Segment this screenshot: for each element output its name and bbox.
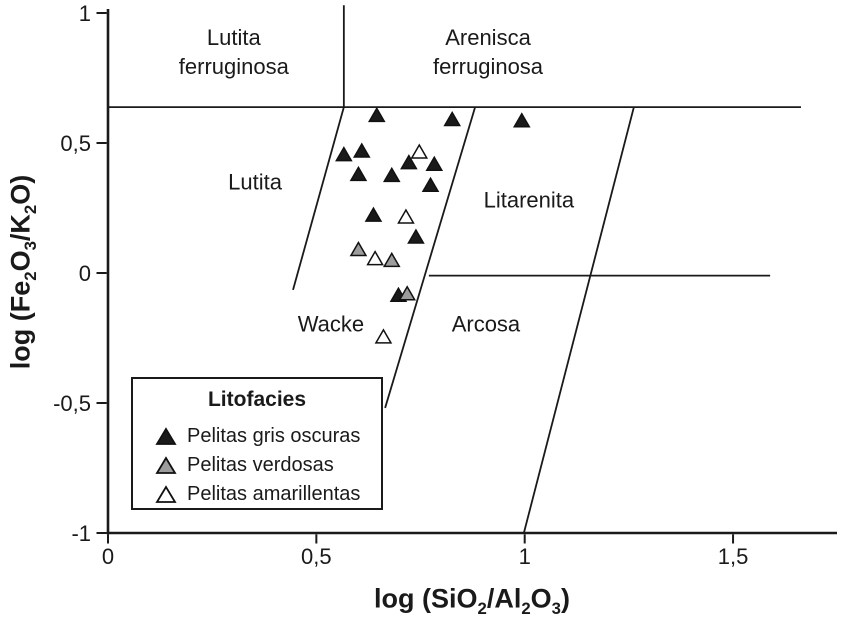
x-tick-label: 0 [102, 544, 114, 569]
open-triangle-icon [155, 485, 177, 503]
x-tick-label: 1 [519, 544, 531, 569]
region-litarenita: Litarenita [483, 187, 575, 213]
data-point [382, 166, 401, 183]
data-point [364, 206, 383, 222]
filled-triangle-icon [155, 427, 177, 445]
data-point [407, 228, 425, 244]
region-lutita-ferruginosa: Lutita ferruginosa [178, 24, 289, 79]
wacke-litarenita-boundary-line [384, 106, 476, 409]
y-tick-label: -1 [71, 521, 91, 546]
data-point [421, 176, 440, 193]
y-tick-label: 0,5 [60, 131, 91, 156]
gray-triangle-icon [155, 456, 177, 474]
y-tick-label: -0,5 [53, 391, 91, 416]
data-point [349, 165, 368, 182]
legend-title: Litofacies [207, 388, 307, 411]
data-point [335, 146, 353, 162]
y-tick-label: 0 [79, 261, 91, 286]
lutita-wacke-boundary-line [292, 106, 345, 291]
data-point [425, 155, 444, 171]
data-point [397, 208, 415, 224]
region-lutita: Lutita [228, 169, 283, 195]
legend-item-label: Pelitas gris oscuras [187, 425, 361, 447]
data-point [512, 112, 531, 128]
region-arenisca-ferruginosa: Arenisca ferruginosa [432, 24, 544, 79]
data-point [400, 154, 418, 170]
x-axis-title: log (SiO2/Al2O3) [374, 583, 570, 618]
legend-box: Litofacies Pelitas gris oscuras Pelitas … [131, 377, 383, 510]
x-tick-label: 0,5 [301, 544, 332, 569]
data-point [398, 285, 416, 301]
region-arcosa: Arcosa [451, 311, 521, 337]
legend-item-pelitas-gris-oscuras: Pelitas gris oscuras [133, 422, 381, 451]
data-point [382, 251, 401, 268]
y-tick-label: 1 [79, 1, 91, 26]
x-tick-label: 1,5 [718, 544, 749, 569]
region-wacke: Wacke [297, 311, 365, 337]
data-point [366, 250, 384, 266]
legend-item-label: Pelitas verdosas [187, 454, 334, 476]
legend-rows: Pelitas gris oscuras Pelitas verdosas Pe… [133, 422, 381, 509]
legend-item-pelitas-amarillentas: Pelitas amarillentas [133, 480, 381, 509]
legend-item-pelitas-verdosas: Pelitas verdosas [133, 451, 381, 480]
data-point [443, 110, 461, 127]
y-axis-title: log (Fe2O3/K2O) [5, 174, 40, 370]
data-point [352, 142, 371, 158]
data-point [367, 106, 386, 123]
data-point [374, 328, 393, 344]
data-point [349, 240, 368, 257]
legend-item-label: Pelitas amarillentas [187, 483, 361, 505]
litarenita-right-boundary-line [522, 106, 635, 534]
data-point [410, 143, 429, 159]
